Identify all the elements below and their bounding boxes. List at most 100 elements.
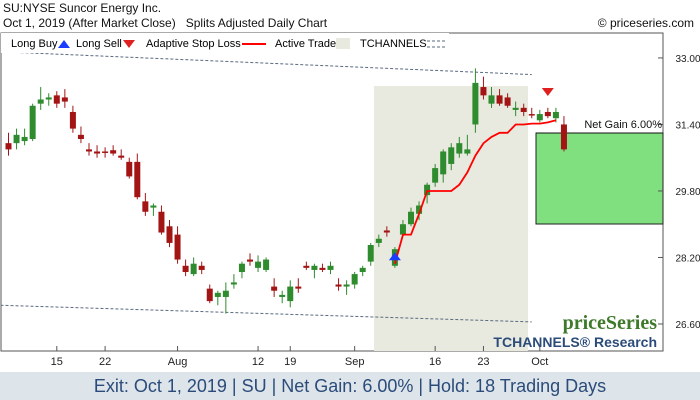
candles [5, 68, 567, 314]
candle-body [190, 263, 197, 275]
candle-body [448, 147, 455, 164]
candle-body [126, 161, 133, 177]
active-trade-swatch [336, 38, 350, 49]
y-axis: 33.00 31.40 29.80 28.20 26.60 [658, 54, 700, 331]
candle-body [94, 151, 101, 154]
candle-body [416, 205, 423, 214]
y-tick-label: 28.20 [675, 253, 700, 264]
price-chart: 33.00 31.40 29.80 28.20 26.60 15 22 Aug 12 19 Sep… [0, 32, 700, 368]
candle-body [150, 205, 157, 208]
candle-body [359, 267, 366, 273]
long-buy-icon [58, 40, 70, 48]
long-sell-marker [541, 88, 554, 97]
y-tick-label: 33.00 [675, 54, 700, 65]
candle-body [238, 263, 245, 273]
candle-body [327, 265, 334, 270]
candle-body [440, 151, 447, 175]
tchannel-upper [0, 51, 532, 76]
candle-body [53, 95, 60, 104]
candle-body [520, 107, 527, 112]
candle-body [166, 226, 173, 243]
candle-body [303, 265, 310, 268]
candle-body [367, 245, 374, 262]
legend-long-buy: Long Buy [11, 38, 58, 50]
candle-body [295, 286, 302, 289]
trade-summary-bar: Exit: Oct 1, 2019 | SU | Net Gain: 6.00%… [0, 372, 700, 400]
tchannels [0, 51, 532, 323]
candle-body [351, 274, 358, 285]
candle-body [552, 111, 559, 119]
active-trade-region [374, 86, 528, 351]
candle-body [488, 95, 495, 104]
candle-body [399, 224, 406, 235]
candle-body [206, 288, 213, 302]
candle-body [86, 149, 92, 152]
candle-body [230, 282, 237, 285]
long-sell-icon [123, 40, 135, 48]
candle-body [142, 201, 149, 212]
x-tick-label: 16 [429, 356, 441, 368]
candle-body [343, 284, 350, 287]
x-axis: 15 22 Aug 12 19 Sep 16 23 Oct [51, 346, 548, 368]
candle-body [408, 211, 414, 225]
candle-body [255, 261, 262, 268]
candle-body [279, 294, 286, 297]
x-tick-label: Sep [345, 356, 365, 368]
long-buy-marker [388, 252, 401, 261]
candle-body [29, 105, 36, 139]
candle-body [287, 286, 294, 302]
candle-body [456, 143, 463, 154]
legend-adaptive-stop: Adaptive Stop Loss [146, 38, 241, 50]
candle-body [560, 124, 567, 150]
candle-body [383, 230, 390, 233]
candle-body [5, 143, 12, 150]
candle-body [424, 184, 431, 196]
x-tick-label: 22 [99, 356, 111, 368]
y-tick-label: 26.60 [675, 320, 700, 331]
candle-body [432, 168, 439, 183]
priceseries-logo: priceSeries [563, 312, 658, 334]
candle-body [214, 292, 221, 297]
candle-body [496, 95, 503, 104]
candle-body [45, 97, 52, 100]
candle-body [311, 265, 318, 270]
candle-body [480, 87, 487, 96]
candle-body [198, 265, 205, 270]
candle-body [134, 161, 141, 198]
y-tick-label: 31.40 [675, 120, 700, 131]
x-tick-label: Oct [531, 356, 548, 368]
trade-markers [388, 88, 554, 261]
candle-body [335, 284, 342, 287]
net-gain-label: Net Gain 6.00% [584, 119, 662, 131]
y-tick-label: 29.80 [675, 187, 700, 198]
copyright: © priceseries.com [597, 16, 694, 30]
candle-body [263, 259, 270, 270]
candle-body [375, 238, 382, 243]
candle-body [61, 97, 68, 102]
net-gain-box [535, 132, 664, 225]
candle-body [247, 259, 253, 262]
candle-body [544, 111, 551, 117]
candle-body [472, 82, 479, 125]
candle-body [536, 114, 543, 121]
candle-body [528, 114, 535, 116]
candle-body [512, 107, 519, 110]
x-tick-label: 23 [477, 356, 489, 368]
date-line: Oct 1, 2019 (After Market Close) [3, 16, 176, 30]
legend-tchannels: TCHANNELS [360, 38, 427, 50]
adaptive-stop-line [394, 119, 557, 264]
candle-body [77, 134, 84, 139]
candle-body [102, 151, 109, 153]
candle-body [319, 267, 326, 270]
chart-subtitle: Splits Adjusted Daily Chart [185, 16, 328, 30]
chart-date-line: Oct 1, 2019 (After Market Close) Splits A… [3, 16, 327, 30]
tchannels-research-logo: TCHANNELS® Research [493, 334, 657, 350]
legend-active-trade: Active Trade [275, 38, 336, 50]
candle-body [182, 265, 189, 273]
candle-body [271, 286, 278, 291]
candle-body [13, 134, 20, 144]
x-tick-label: 12 [252, 356, 264, 368]
chart-title: SU:NYSE Suncor Energy Inc. [3, 1, 162, 15]
x-tick-label: 15 [51, 356, 63, 368]
trade-summary: Exit: Oct 1, 2019 | SU | Net Gain: 6.00%… [93, 375, 607, 396]
